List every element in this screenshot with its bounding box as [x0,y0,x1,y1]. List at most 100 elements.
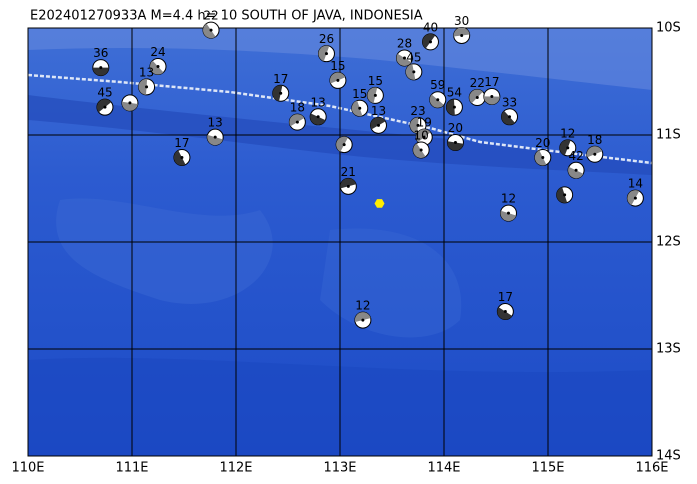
focal-mechanism [173,148,191,166]
focal-mechanism [202,21,220,39]
beachball-center [503,310,507,314]
beachball-quadrant [500,210,517,222]
beachball-center [490,94,494,98]
focal-mechanism [335,136,353,154]
depth-label: 33 [502,95,517,109]
beachball-center [156,65,160,69]
depth-label: 59 [430,78,445,92]
beachball-center [563,193,567,197]
beachball-quadrant [627,190,640,206]
beachball-center [324,52,328,56]
focal-mechanism [626,189,644,207]
depth-label: 14 [628,177,643,191]
focal-mechanism [415,128,433,146]
focal-mechanism [499,204,517,222]
beachball-center [402,56,406,60]
depth-label: 17 [174,136,189,150]
x-tick-label: 113E [323,461,356,476]
depth-label: 18 [587,133,602,147]
beachball-quadrant [318,45,330,62]
beachball-quadrant [497,307,513,320]
beachball-center [574,168,578,172]
beachball-center [336,78,340,82]
focal-mechanism [412,141,430,159]
focal-mechanism [366,86,384,104]
depth-label: 17 [484,75,499,89]
beachball-quadrant [568,166,584,179]
depth-label: 13 [371,104,386,118]
depth-label: 12 [560,126,575,140]
y-tick-label: 12S [656,235,681,250]
focal-mechanism [395,49,413,67]
focal-mechanism [567,161,585,179]
beachball-center [316,115,320,119]
beachball-center [452,105,456,109]
focal-mechanism [354,311,372,329]
y-tick-label: 13S [656,342,681,357]
depth-label: 22 [470,76,485,90]
beachball-quadrant [534,150,547,166]
beachball-quadrant [559,139,571,156]
beachball-quadrant [413,143,426,158]
focal-mechanism [496,303,514,321]
map-title: E202401270933A M=4.4 h= 10 SOUTH OF JAVA… [30,9,423,24]
y-tick-label: 10S [656,21,681,36]
beachball-center [633,196,637,200]
depth-label: 28 [397,36,412,50]
focal-mechanism [556,186,574,204]
depth-label: 45 [406,50,421,64]
depth-label: 13 [311,95,326,109]
beachball-center [358,106,362,110]
beachball-center [376,123,380,127]
beachball-center [436,98,440,102]
depth-label: 42 [568,149,583,163]
epicenter [374,199,385,208]
beachball-quadrant [370,117,386,130]
x-tick-label: 112E [219,461,252,476]
beachball-quadrant [138,78,148,95]
beachball-center [460,33,464,37]
depth-label: 18 [290,101,305,115]
beachball-center [180,155,184,159]
focal-mechanism [405,63,423,81]
beachball-quadrant [447,141,464,151]
depth-label: 24 [150,45,165,59]
focal-mechanism [272,84,290,102]
depth-label: 12 [355,299,370,313]
beachball-quadrant [367,87,378,104]
beachball-quadrant [340,178,357,189]
x-tick-label: 114E [427,461,460,476]
focal-mechanism [317,45,335,63]
beachball-center [475,96,479,100]
beachball-center [412,70,416,74]
depth-label: 12 [501,192,516,206]
beachball-center [593,152,597,156]
depth-label: 30 [454,14,469,28]
depth-label: 17 [498,290,513,304]
focal-mechanism [468,89,486,107]
focal-mechanism [288,113,306,131]
beachball-quadrant [556,187,568,203]
beachball-center [295,120,299,124]
beachball-quadrant [289,114,305,127]
beachball-center [416,123,420,127]
focal-mechanism [501,108,519,126]
beachball-quadrant [149,60,164,75]
beachball-quadrant [173,150,186,166]
beachball-center [346,184,350,188]
beachball-quadrant [483,96,500,105]
focal-mechanism [534,148,552,166]
beachball-center [453,140,457,144]
beachball-quadrant [354,312,371,323]
beachball-center [128,101,132,105]
focal-mechanism [409,116,427,134]
depth-label: 40 [423,20,438,34]
focal-mechanism [96,98,114,116]
focal-mechanism [421,33,439,51]
depth-label: 26 [319,32,334,46]
focal-mechanism [586,145,604,163]
beachball-center [373,93,377,97]
beachball-center [506,211,510,215]
depth-label: 23 [410,104,425,118]
focal-mechanism [369,116,387,134]
